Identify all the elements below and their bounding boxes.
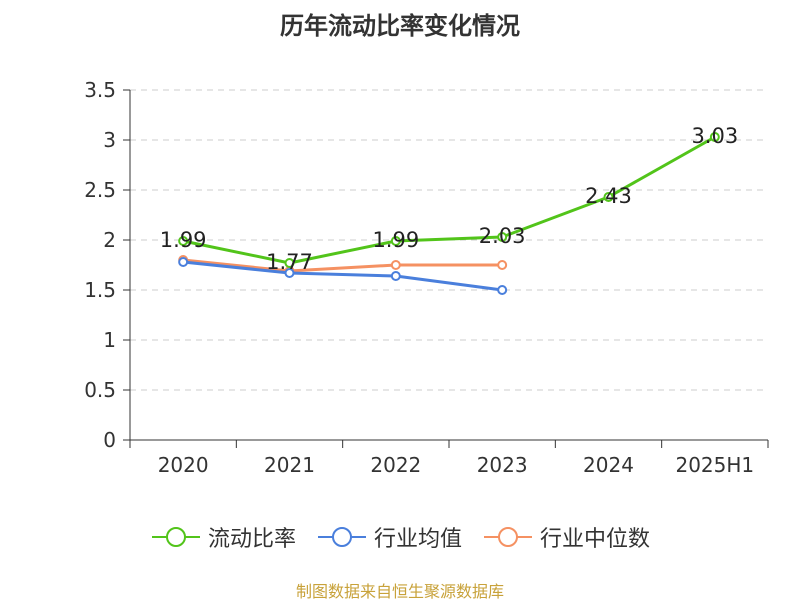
data-point	[178, 257, 189, 267]
data-point	[178, 236, 189, 246]
data-point	[603, 192, 614, 202]
x-tick-label: 2022	[370, 453, 421, 477]
x-tick-label: 2021	[264, 453, 315, 477]
y-tick-label: 1	[103, 328, 116, 352]
y-tick-label: 0.5	[84, 378, 116, 402]
data-point	[284, 258, 295, 268]
data-label: 2.03	[479, 224, 526, 248]
source-note: 制图数据来自恒生聚源数据库	[295, 582, 504, 601]
data-point	[497, 260, 508, 270]
data-label: 1.99	[372, 228, 419, 252]
y-tick-label: 2.5	[84, 178, 116, 202]
x-tick-label: 2023	[477, 453, 528, 477]
data-point	[497, 232, 508, 242]
series-line	[183, 258, 503, 273]
y-tick-label: 3.5	[84, 78, 116, 102]
data-label: 1.99	[160, 228, 207, 252]
x-tick-label: 2020	[158, 453, 209, 477]
x-tick-label: 2024	[583, 453, 634, 477]
x-tick-label: 2025H1	[675, 453, 754, 477]
legend-label: 流动比率	[207, 527, 296, 552]
legend-swatch	[150, 525, 202, 549]
legend-swatch	[316, 525, 368, 549]
data-point	[709, 132, 720, 142]
y-tick-label: 2	[103, 228, 116, 252]
legend-item[interactable]: 行业中位数	[482, 521, 650, 553]
legend-label: 行业中位数	[540, 527, 651, 552]
chart-title: 历年流动比率变化情况	[280, 12, 520, 40]
series-line	[182, 135, 716, 265]
legend-item[interactable]: 流动比率	[150, 521, 296, 553]
data-point	[390, 271, 401, 281]
legend-swatch	[482, 525, 534, 549]
legend-label: 行业均值	[373, 527, 462, 552]
data-point	[497, 285, 508, 295]
y-tick-label: 3	[103, 128, 116, 152]
legend-item[interactable]: 行业均值	[316, 521, 462, 553]
legend: 流动比率 行业均值 行业中位数	[0, 520, 800, 554]
data-label: 2.43	[585, 184, 632, 208]
data-point	[390, 236, 401, 246]
y-tick-label: 0	[103, 428, 116, 452]
data-label: 3.03	[691, 124, 738, 148]
data-label: 1.77	[266, 250, 313, 274]
data-point	[284, 268, 295, 278]
series-line	[183, 260, 503, 292]
y-tick-label: 1.5	[84, 278, 116, 302]
data-point	[390, 260, 401, 270]
